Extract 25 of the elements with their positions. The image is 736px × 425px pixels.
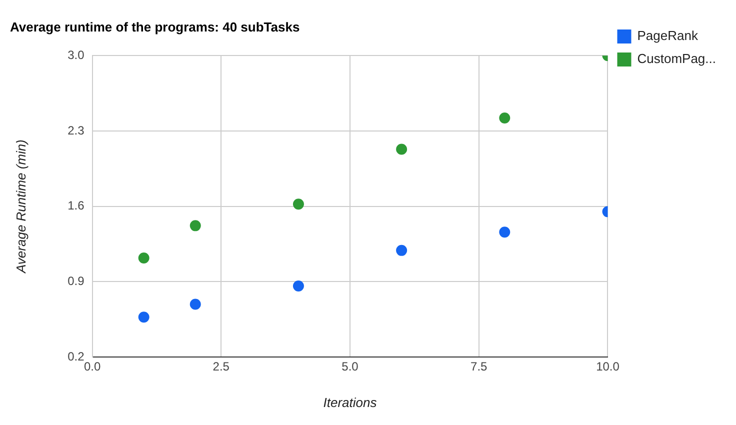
x-tick-label: 2.5 (212, 360, 230, 374)
y-tick-label: 1.6 (68, 198, 85, 213)
point (190, 220, 201, 232)
y-tick-label: 2.3 (68, 123, 85, 138)
chart-title: Average runtime of the programs: 40 subTasks (10, 19, 300, 34)
y-tick-label: 0.2 (68, 349, 85, 364)
point (499, 226, 510, 238)
point (138, 252, 150, 264)
y-tick-label: 0.9 (68, 274, 85, 288)
legend-label: CustomPag... (637, 51, 716, 66)
legend-label: PageRank (637, 28, 698, 44)
x-tick-label: 10.0 (596, 360, 620, 374)
x-tick-label: 5.0 (342, 360, 359, 374)
x-tick-label: 0.0 (84, 360, 101, 374)
point (396, 244, 408, 256)
point (190, 298, 201, 310)
y-tick-label: 3.0 (68, 48, 85, 62)
y-axis-title: Average Runtime (min) (13, 140, 28, 274)
point (292, 280, 304, 292)
x-axis-title: Iterations (323, 394, 378, 410)
x-tick-label: 7.5 (470, 360, 488, 374)
point (499, 112, 510, 124)
point (138, 312, 150, 323)
point (292, 198, 304, 210)
point (396, 144, 408, 155)
